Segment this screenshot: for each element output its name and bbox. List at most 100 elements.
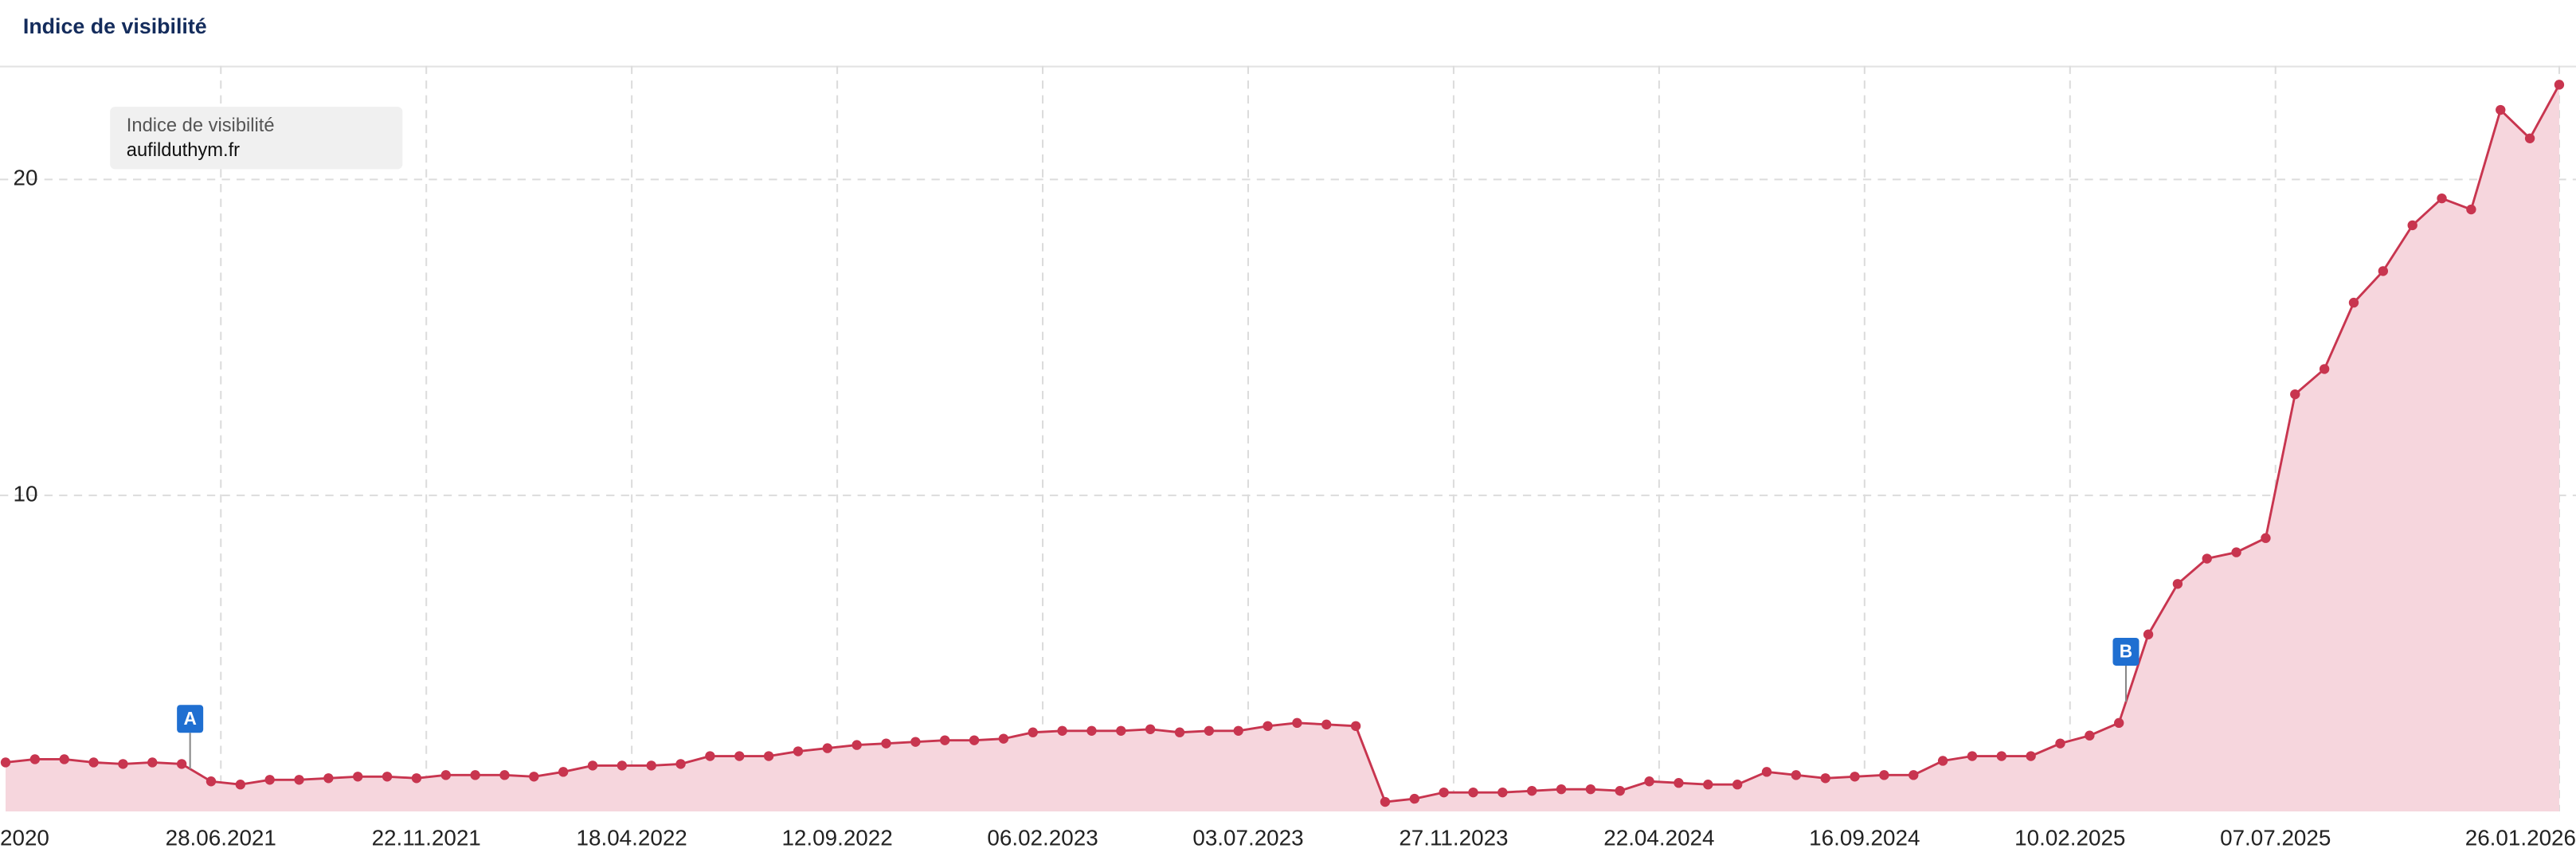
data-point	[1028, 727, 1038, 737]
data-point	[1380, 796, 1391, 807]
x-tick-label: 27.11.2023	[1399, 825, 1508, 850]
legend-title: Indice de visibilité	[127, 115, 275, 136]
data-point	[1145, 724, 1156, 734]
data-point	[1233, 725, 1243, 736]
data-point	[1409, 793, 1419, 804]
data-point	[1439, 787, 1449, 798]
data-point	[1674, 778, 1684, 788]
data-point	[2261, 533, 2271, 543]
x-tick-label: 06.02.2023	[987, 825, 1098, 850]
annotation-badge	[2112, 637, 2139, 666]
annotation-label: A	[183, 708, 196, 729]
data-point	[2231, 547, 2241, 557]
x-tick-label: 2020	[0, 825, 49, 850]
data-point	[1937, 756, 1948, 766]
data-point	[294, 775, 304, 785]
data-point	[1350, 721, 1361, 731]
legend: Indice de visibilité aufilduthym.fr	[110, 107, 403, 170]
data-point	[881, 738, 891, 749]
data-point	[1174, 727, 1185, 737]
data-point	[0, 757, 11, 768]
data-point	[1263, 721, 1273, 731]
line	[5, 84, 2561, 803]
data-point	[851, 740, 862, 750]
data-point	[558, 767, 569, 777]
data-point	[1850, 772, 1860, 782]
data-point	[2290, 389, 2300, 400]
data-point	[1556, 784, 1567, 795]
data-point	[2348, 297, 2359, 308]
data-point	[176, 759, 187, 769]
data-point	[2496, 104, 2506, 115]
data-point	[2172, 579, 2183, 589]
x-tick-label: 12.09.2022	[781, 825, 892, 850]
data-point	[470, 770, 480, 780]
data-point	[1996, 751, 2006, 761]
data-point	[910, 737, 921, 747]
data-point	[382, 772, 393, 782]
plot	[0, 80, 2565, 811]
x-tick-label: 28.06.2021	[166, 825, 276, 850]
data-point	[763, 751, 774, 761]
data-point	[617, 760, 628, 771]
x-tick-label: 22.11.2021	[372, 825, 481, 850]
data-point	[1527, 785, 1537, 796]
data-point	[2524, 133, 2535, 143]
data-point	[940, 735, 950, 745]
data-point	[1879, 770, 1889, 780]
data-point	[1468, 787, 1478, 798]
data-point	[2143, 629, 2154, 639]
data-point	[1967, 751, 1978, 761]
data-point	[2202, 553, 2212, 564]
area	[6, 84, 2559, 811]
data-point	[1497, 787, 1508, 798]
annotation-badge	[177, 705, 204, 733]
data-point	[88, 757, 99, 768]
data-point	[2407, 220, 2417, 231]
data-point	[1321, 719, 1332, 730]
data-point	[646, 760, 656, 771]
data-point	[1292, 717, 1302, 729]
data-point	[2466, 204, 2476, 215]
data-point	[2378, 266, 2389, 276]
y-tick-label: 10	[14, 482, 38, 506]
x-tick-label: 07.07.2025	[2220, 825, 2331, 850]
data-point	[1909, 770, 1919, 780]
data-point	[353, 772, 363, 782]
data-point	[2114, 717, 2124, 729]
data-point	[2026, 751, 2036, 761]
data-point	[1644, 776, 1654, 787]
data-point	[587, 760, 598, 771]
data-point	[499, 770, 510, 780]
legend-entry: aufilduthym.fr	[127, 140, 240, 161]
data-point	[793, 746, 804, 756]
x-tick-label: 22.04.2024	[1603, 825, 1714, 850]
data-point	[323, 773, 334, 784]
data-point	[440, 770, 451, 780]
data-point	[1116, 725, 1126, 736]
data-point	[1732, 780, 1743, 790]
data-point	[147, 757, 158, 768]
data-point	[822, 743, 832, 753]
data-point	[1057, 725, 1067, 736]
x-tick-label: 18.04.2022	[577, 825, 687, 850]
data-point	[118, 759, 128, 769]
data-point	[1703, 780, 1713, 790]
data-point	[734, 751, 745, 761]
data-point	[529, 772, 539, 782]
data-point	[1820, 773, 1830, 784]
data-point	[675, 759, 686, 769]
data-point	[2437, 193, 2447, 204]
data-point	[2554, 80, 2565, 90]
chart-title: Indice de visibilité	[23, 14, 207, 38]
data-point	[1791, 770, 1802, 780]
y-tick-label: 20	[14, 166, 38, 190]
data-point	[1585, 784, 1596, 795]
data-point	[2085, 730, 2095, 741]
data-point	[1615, 785, 1625, 796]
x-tick-label: 26.01.2026	[2465, 825, 2576, 850]
data-point	[2055, 738, 2065, 749]
